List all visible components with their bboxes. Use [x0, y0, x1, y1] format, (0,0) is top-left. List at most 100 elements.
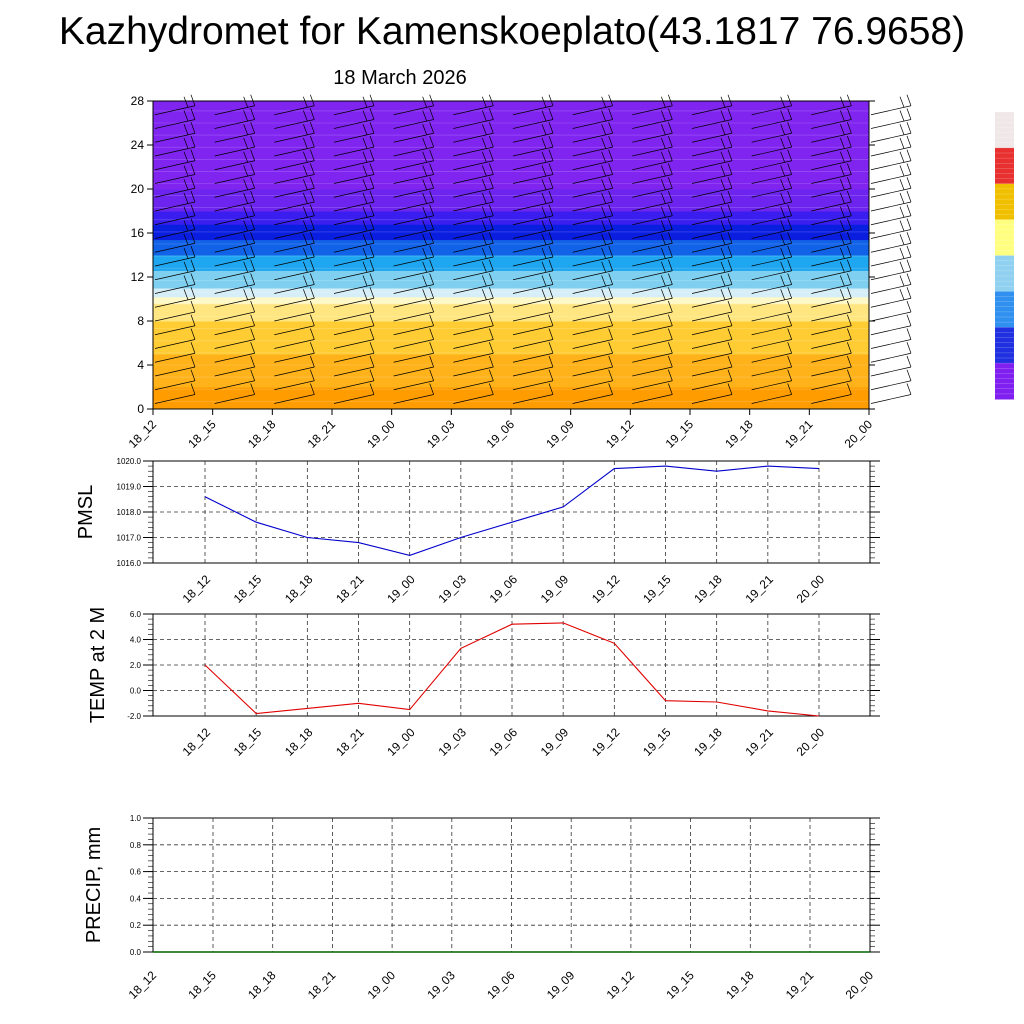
wind-barb	[632, 242, 673, 253]
wind-barb-flag	[601, 261, 606, 273]
wind-barb-flag	[310, 94, 315, 106]
wind-barb-flag	[847, 122, 852, 134]
wind-barb-flag	[243, 192, 248, 204]
y-tick-label: 0.0	[130, 948, 142, 957]
wind-barb-flag	[482, 275, 487, 287]
wind-barb-flag	[899, 96, 905, 108]
wind-barb	[453, 270, 494, 281]
wind-barb-flag	[429, 204, 434, 216]
y-axis-label: PRECIP, mm	[83, 827, 105, 943]
wind-barb-flag	[787, 149, 792, 161]
color-band-7	[153, 255, 869, 271]
wind-barb-flag	[661, 179, 666, 190]
wind-barb	[632, 380, 673, 391]
wind-barb	[393, 311, 434, 322]
temp-panel: -2.0 0.0 2.0 4.0 6.0 18_12 18_15 18_18 18_21 19_0…	[87, 607, 880, 759]
wind-barb	[512, 119, 554, 129]
wind-barb-flag	[608, 108, 613, 120]
wind-barb	[333, 256, 375, 267]
wind-barb-flag	[727, 355, 733, 368]
wind-barb-flag	[601, 165, 606, 177]
wind-barb-flag	[190, 273, 196, 285]
wind-barb	[453, 187, 494, 198]
wind-barb	[811, 297, 852, 308]
wind-barb-flag	[548, 149, 554, 161]
wind-barb-flag	[369, 204, 375, 216]
wind-barb	[691, 146, 733, 157]
wind-barb-flag	[727, 259, 733, 271]
wind-barb	[512, 146, 554, 157]
wind-barb-flag	[250, 135, 255, 148]
wind-barb	[632, 229, 673, 239]
wind-barb	[512, 284, 554, 294]
wind-barb-flag	[541, 289, 547, 300]
wind-barb-flag	[787, 108, 792, 120]
wind-barb	[214, 311, 255, 322]
wind-barb-flag	[906, 245, 912, 258]
wind-barb	[453, 380, 494, 391]
wind-barb-flag	[840, 289, 845, 300]
wind-barb	[632, 174, 673, 184]
wind-barb	[154, 105, 196, 116]
wind-barb	[691, 256, 733, 267]
wind-barb-flag	[250, 342, 255, 354]
wind-barb-flag	[243, 110, 248, 122]
wind-barb	[751, 325, 792, 336]
wind-barb-flag	[250, 273, 255, 285]
wind-barb	[811, 187, 852, 198]
wind-barb	[691, 380, 733, 391]
wind-barb-flag	[906, 135, 912, 148]
wind-barb-flag	[548, 314, 554, 326]
color-band-4	[153, 296, 869, 304]
wind-barb	[512, 394, 554, 404]
wind-barb	[870, 352, 912, 363]
wind-barb	[453, 242, 494, 253]
wind-barb-flag	[661, 151, 666, 163]
x-tick-label: 19_15	[640, 725, 674, 759]
wind-barb	[274, 270, 315, 281]
wind-barb-flag	[668, 245, 673, 258]
wind-barb-flag	[720, 124, 726, 135]
wind-barb-flag	[310, 163, 315, 175]
wind-barb-flag	[310, 287, 315, 299]
x-tick-label: 18_18	[245, 968, 279, 1002]
wind-barb-flag	[608, 369, 613, 381]
x-tick-label: 18_15	[185, 968, 219, 1002]
wind-barb	[572, 187, 613, 198]
wind-barb	[632, 311, 673, 322]
wind-barb	[572, 394, 613, 404]
wind-barb	[691, 297, 733, 308]
wind-barb-flag	[362, 261, 368, 273]
y-tick-label: 16	[131, 226, 145, 240]
wind-barb-flag	[787, 355, 792, 368]
wind-barb-flag	[787, 163, 792, 175]
wind-barb	[811, 270, 852, 281]
wind-barb	[274, 229, 315, 239]
wind-barb-flag	[787, 218, 792, 230]
wind-barb	[333, 119, 375, 129]
wind-barb-flag	[608, 177, 613, 189]
wind-barb-flag	[243, 289, 248, 300]
wind-barb	[274, 132, 315, 143]
wind-barb-flag	[906, 383, 912, 395]
x-tick-label: 19_03	[424, 417, 458, 451]
wind-barb-flag	[310, 232, 315, 244]
wind-barb-flag	[906, 94, 912, 106]
wind-barb	[632, 256, 673, 267]
x-tick-label: 19_03	[424, 968, 458, 1002]
color-band-9	[153, 224, 869, 241]
x-tick-label: 19_15	[663, 417, 697, 451]
wind-barb	[393, 256, 434, 267]
wind-barb	[870, 132, 912, 143]
wind-barb	[632, 215, 673, 226]
wind-barb-flag	[489, 369, 494, 381]
wind-barb-flag	[661, 110, 666, 122]
y-tick-label: 1016.0	[117, 559, 142, 568]
wind-barb-flag	[482, 220, 487, 232]
wind-barb-flag	[727, 287, 733, 299]
wind-barb-flag	[369, 383, 375, 395]
wind-barb-flag	[250, 94, 255, 106]
wind-barb	[333, 352, 375, 363]
x-tick-label: 19_09	[543, 417, 577, 451]
y-tick-label: 0.6	[130, 868, 142, 877]
